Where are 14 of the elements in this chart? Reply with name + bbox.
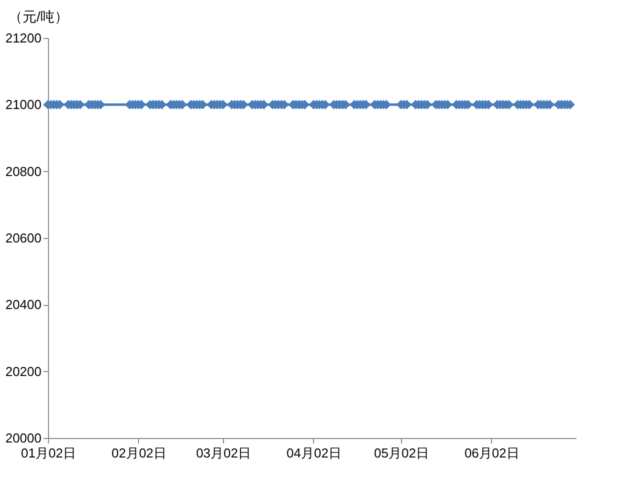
y-tick-label: 21000 xyxy=(5,97,42,112)
y-tick-label: 20800 xyxy=(5,164,42,179)
x-tick-label: 03月02日 xyxy=(196,446,251,460)
x-tick-label: 06月02日 xyxy=(464,446,520,460)
x-tick-label: 01月02日 xyxy=(21,446,76,460)
y-tick-label: 20400 xyxy=(5,297,42,312)
y-axis-title: （元/吨） xyxy=(8,8,68,24)
x-tick-label: 04月02日 xyxy=(286,446,342,460)
y-tick-label: 20000 xyxy=(5,430,42,446)
x-tick-label: 05月02日 xyxy=(374,446,429,460)
x-tick-label: 02月02日 xyxy=(111,446,166,460)
y-tick-label: 20600 xyxy=(5,230,42,246)
y-tick-label: 20200 xyxy=(5,364,42,379)
y-tick-label: 21200 xyxy=(5,30,42,46)
